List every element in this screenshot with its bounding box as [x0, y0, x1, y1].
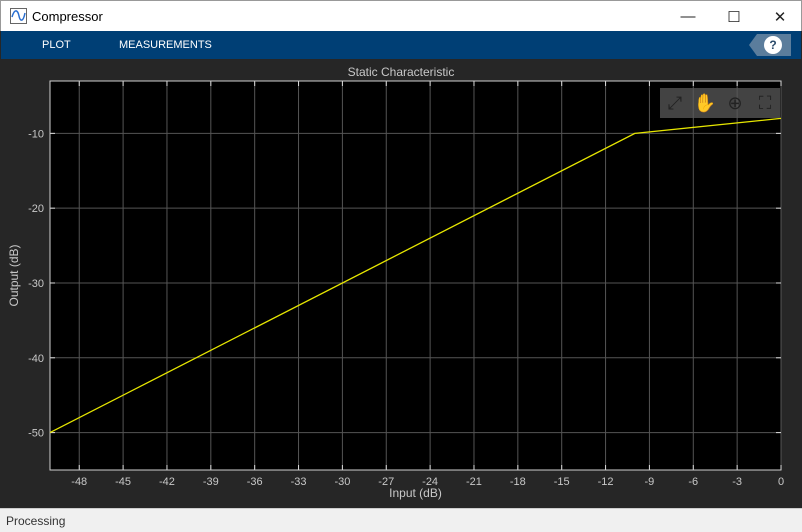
x-tick-label: -42 — [159, 476, 175, 488]
x-tick-label: -6 — [688, 476, 698, 488]
x-tick-label: 0 — [778, 476, 784, 488]
x-tick-label: -21 — [466, 476, 482, 488]
x-tick-label: -27 — [378, 476, 394, 488]
y-tick-label: -40 — [28, 353, 44, 365]
title-bar: Compressor — ☐ ✕ — [0, 0, 802, 31]
y-axis-label: Output (dB) — [7, 244, 21, 306]
x-tick-label: -33 — [291, 476, 307, 488]
y-tick-label: -30 — [28, 278, 44, 290]
tab-measurements[interactable]: MEASUREMENTS — [119, 39, 212, 51]
axes-toolbar: ⤢ ✋ ⊕ ⛶ — [660, 88, 780, 118]
x-tick-label: -30 — [334, 476, 350, 488]
x-axis-label: Input (dB) — [389, 486, 442, 500]
zoom-in-icon[interactable]: ⊕ — [727, 93, 743, 113]
x-tick-label: -15 — [554, 476, 570, 488]
toolstrip: PLOT MEASUREMENTS ? — [1, 31, 801, 59]
close-button[interactable]: ✕ — [773, 8, 787, 26]
x-tick-label: -39 — [203, 476, 219, 488]
x-tick-label: -12 — [598, 476, 614, 488]
window-title: Compressor — [32, 9, 103, 24]
x-tick-label: -45 — [115, 476, 131, 488]
series-line — [49, 117, 782, 434]
x-tick-label: -36 — [247, 476, 263, 488]
x-tick-label: -24 — [422, 476, 438, 488]
x-tick-label: -18 — [510, 476, 526, 488]
help-icon: ? — [764, 36, 782, 54]
x-tick-label: -9 — [645, 476, 655, 488]
x-tick-label: -48 — [71, 476, 87, 488]
maximize-button[interactable]: ☐ — [727, 8, 741, 26]
fullscreen-icon[interactable]: ⛶ — [758, 93, 772, 113]
app-icon — [10, 8, 27, 24]
y-tick-label: -50 — [28, 428, 44, 440]
chart[interactable]: -48 -45 -42 -39 -36 -33 -30 -27 -24 -21 -18 -15 -12-… — [0, 0, 802, 508]
y-tick-label: -20 — [28, 203, 44, 215]
y-tick-label: -10 — [28, 128, 44, 140]
pan-hand-icon[interactable]: ✋ — [693, 93, 717, 113]
minimize-button[interactable]: — — [680, 8, 696, 25]
x-tick-label: -3 — [732, 476, 742, 488]
plot-title: Static Characteristic — [347, 65, 455, 79]
tab-plot[interactable]: PLOT — [42, 39, 71, 51]
restore-view-icon[interactable]: ⤢ — [667, 93, 683, 113]
help-button[interactable]: ? — [749, 34, 791, 56]
plot-area — [49, 80, 782, 471]
status-bar: Processing — [0, 508, 802, 532]
